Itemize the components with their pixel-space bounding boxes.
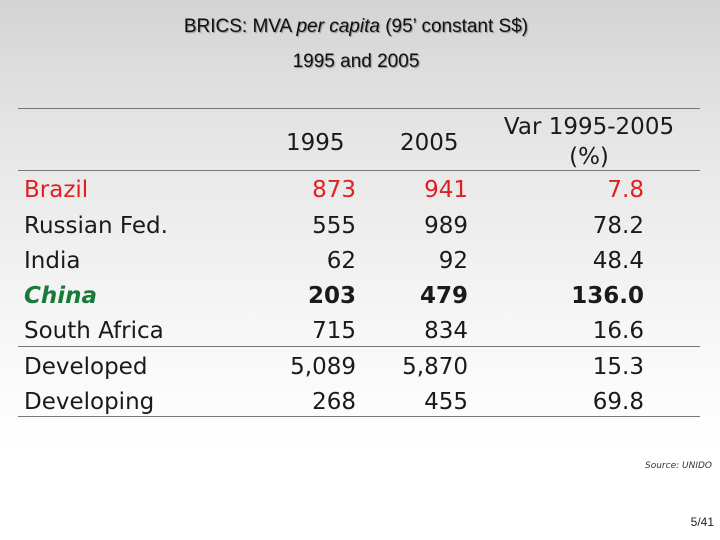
title-prefix: BRICS: MVA bbox=[183, 16, 297, 37]
title-suffix: (95’ constant S$) bbox=[379, 16, 529, 37]
table-bottom-rule bbox=[18, 416, 700, 417]
row-2005-developed: 5,870 bbox=[402, 354, 468, 380]
row-2005-developing: 455 bbox=[424, 389, 468, 415]
header-variation: Var 1995-2005 (%) bbox=[484, 112, 694, 172]
row-2005-brazil: 941 bbox=[424, 177, 468, 203]
row-name-india: India bbox=[24, 248, 81, 274]
row-name-developing: Developing bbox=[24, 389, 155, 415]
row-name-developed: Developed bbox=[24, 354, 148, 380]
row-1995-developing: 268 bbox=[312, 389, 356, 415]
row-var-russia: 78.2 bbox=[592, 213, 644, 239]
page-number: 5/41 bbox=[690, 515, 714, 529]
row-1995-south-africa: 715 bbox=[312, 318, 356, 344]
row-1995-russia: 555 bbox=[312, 213, 356, 239]
source-band bbox=[42, 457, 720, 479]
row-var-india: 48.4 bbox=[592, 248, 644, 274]
header-2005: 2005 bbox=[400, 130, 459, 156]
table-top-rule bbox=[18, 108, 700, 109]
table-mid-rule bbox=[18, 346, 700, 347]
row-name-south-africa: South Africa bbox=[24, 318, 164, 344]
header-variation-line1: Var 1995-2005 bbox=[503, 114, 675, 140]
header-variation-line2: (%) bbox=[569, 144, 609, 170]
slide-title: BRICS: MVA per capita (95’ constant S$) bbox=[0, 16, 712, 38]
row-var-china: 136.0 bbox=[571, 283, 644, 309]
title-italic: per capita bbox=[296, 16, 380, 37]
row-2005-china: 479 bbox=[419, 283, 468, 309]
row-name-china: China bbox=[24, 283, 98, 309]
row-1995-brazil: 873 bbox=[312, 177, 356, 203]
row-name-brazil: Brazil bbox=[24, 177, 89, 203]
row-2005-india: 92 bbox=[438, 248, 468, 274]
row-2005-russia: 989 bbox=[424, 213, 468, 239]
row-1995-developed: 5,089 bbox=[290, 354, 356, 380]
row-var-brazil: 7.8 bbox=[607, 177, 644, 203]
table-header-rule bbox=[18, 170, 700, 171]
row-name-russia: Russian Fed. bbox=[24, 213, 168, 239]
row-1995-india: 62 bbox=[326, 248, 356, 274]
row-var-south-africa: 16.6 bbox=[592, 318, 644, 344]
header-1995: 1995 bbox=[286, 130, 345, 156]
row-var-developed: 15.3 bbox=[592, 354, 644, 380]
source-note: Source: UNIDO bbox=[645, 461, 712, 471]
row-2005-south-africa: 834 bbox=[424, 318, 468, 344]
row-1995-china: 203 bbox=[307, 283, 356, 309]
slide-subtitle: 1995 and 2005 bbox=[292, 51, 420, 72]
row-var-developing: 69.8 bbox=[592, 389, 644, 415]
